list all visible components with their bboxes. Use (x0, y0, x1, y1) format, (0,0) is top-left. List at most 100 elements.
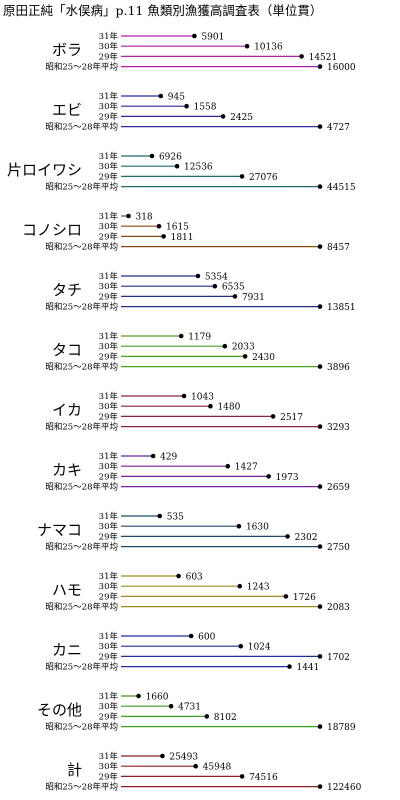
group-label: タコ (52, 341, 82, 359)
value-label: 10136 (254, 43, 283, 53)
data-point (238, 643, 244, 649)
period-label: 29年 (99, 51, 119, 62)
value-label: 2517 (280, 413, 303, 423)
period-label: 昭和25～28年平均 (45, 182, 118, 193)
period-label: 31年 (99, 211, 119, 222)
value-label: 1660 (146, 693, 169, 703)
value-label: 1043 (191, 393, 214, 403)
period-label: 30年 (99, 401, 119, 412)
chart-title: 原田正純「水俣病」p.11 魚類別漁獲高調査表（単位貫） (3, 3, 322, 18)
period-label: 昭和25～28年平均 (45, 782, 118, 793)
period-label: 30年 (99, 41, 119, 52)
period-label: 昭和25～28年平均 (45, 542, 118, 553)
period-label: 30年 (99, 761, 119, 772)
period-label: 昭和25～28年平均 (45, 62, 118, 73)
period-label: 31年 (99, 511, 119, 522)
period-label: 31年 (99, 691, 119, 702)
value-label: 7931 (242, 293, 265, 303)
period-label: 昭和25～28年平均 (45, 302, 118, 313)
data-point (178, 333, 184, 339)
period-label: 31年 (99, 751, 119, 762)
period-label: 31年 (99, 31, 119, 42)
value-label: 1630 (246, 523, 269, 533)
group-label: カニ (52, 641, 82, 659)
value-label: 1973 (276, 473, 299, 483)
group-12: 計 31年 25493 30年 45948 29年 74516 昭和25～28年平均 12246… (45, 751, 361, 793)
data-point (188, 633, 194, 639)
period-label: 29年 (99, 771, 119, 782)
period-label: 31年 (99, 451, 119, 462)
data-point (317, 244, 323, 249)
period-label: 30年 (99, 101, 119, 112)
value-label: 8457 (327, 243, 350, 253)
period-label: 昭和25～28年平均 (45, 362, 118, 373)
value-label: 3896 (327, 363, 350, 373)
group-label: 計 (67, 761, 82, 779)
value-label: 2033 (232, 343, 255, 353)
period-label: 29年 (99, 471, 119, 482)
period-label: 29年 (99, 111, 119, 122)
data-point (242, 354, 248, 359)
period-label: 30年 (99, 461, 119, 472)
period-label: 昭和25～28年平均 (45, 422, 118, 433)
value-label: 2750 (327, 543, 350, 553)
data-point (193, 763, 198, 769)
data-point (225, 463, 231, 469)
data-point (192, 33, 197, 39)
value-label: 5901 (201, 33, 224, 43)
value-label: 8102 (214, 713, 237, 723)
period-label: 30年 (99, 581, 119, 592)
period-label: 29年 (99, 171, 119, 182)
period-label: 29年 (99, 351, 119, 362)
value-label: 1179 (188, 333, 211, 343)
data-point (317, 184, 323, 189)
period-label: 30年 (99, 341, 119, 352)
data-point (220, 114, 226, 119)
period-label: 29年 (99, 591, 119, 602)
value-label: 6535 (222, 283, 245, 293)
data-point (160, 753, 165, 759)
group-label: タチ (52, 281, 82, 299)
period-label: 昭和25～28年平均 (45, 122, 118, 133)
value-label: 3293 (327, 423, 350, 433)
period-label: 昭和25～28年平均 (45, 722, 118, 733)
data-point (156, 223, 162, 229)
group-label: ボラ (52, 41, 82, 59)
value-label: 1702 (327, 653, 350, 663)
data-point (208, 403, 213, 409)
group-label: ナマコ (37, 521, 82, 539)
group-11: その他 31年 1660 30年 4731 29年 8102 昭和25～28年平均 18789 (37, 691, 356, 733)
data-point (161, 234, 166, 239)
data-point (317, 64, 323, 69)
value-label: 4727 (327, 123, 350, 133)
group-label: 片ロイワシ (7, 161, 82, 179)
value-label: 14521 (309, 53, 338, 63)
group-1: エビ 31年 945 30年 1558 29年 2425 昭和25～28年平均 4727 (45, 91, 350, 133)
data-point (212, 283, 218, 289)
period-label: 31年 (99, 331, 119, 342)
group-label: イカ (52, 401, 82, 419)
period-label: 30年 (99, 161, 119, 172)
value-label: 1615 (166, 223, 189, 233)
group-6: イカ 31年 1043 30年 1480 29年 2517 昭和25～28年平均 3293 (45, 391, 350, 433)
period-label: 31年 (99, 271, 119, 282)
value-label: 1024 (248, 643, 271, 653)
data-point (283, 594, 289, 599)
value-label: 74516 (249, 773, 278, 783)
value-label: 12536 (184, 163, 213, 173)
group-9: ハモ 31年 603 30年 1243 29年 1726 昭和25～28年平均 2083 (45, 571, 350, 613)
value-label: 1441 (296, 663, 319, 673)
value-label: 1427 (235, 463, 258, 473)
data-point (317, 364, 323, 369)
value-label: 2425 (230, 113, 253, 123)
data-point (149, 153, 155, 159)
data-point (244, 43, 250, 49)
data-point (195, 273, 201, 279)
data-point (236, 523, 242, 529)
value-label: 122460 (327, 783, 362, 793)
period-label: 31年 (99, 91, 119, 102)
data-point (158, 93, 164, 99)
value-label: 6926 (159, 153, 182, 163)
data-point (157, 513, 163, 519)
